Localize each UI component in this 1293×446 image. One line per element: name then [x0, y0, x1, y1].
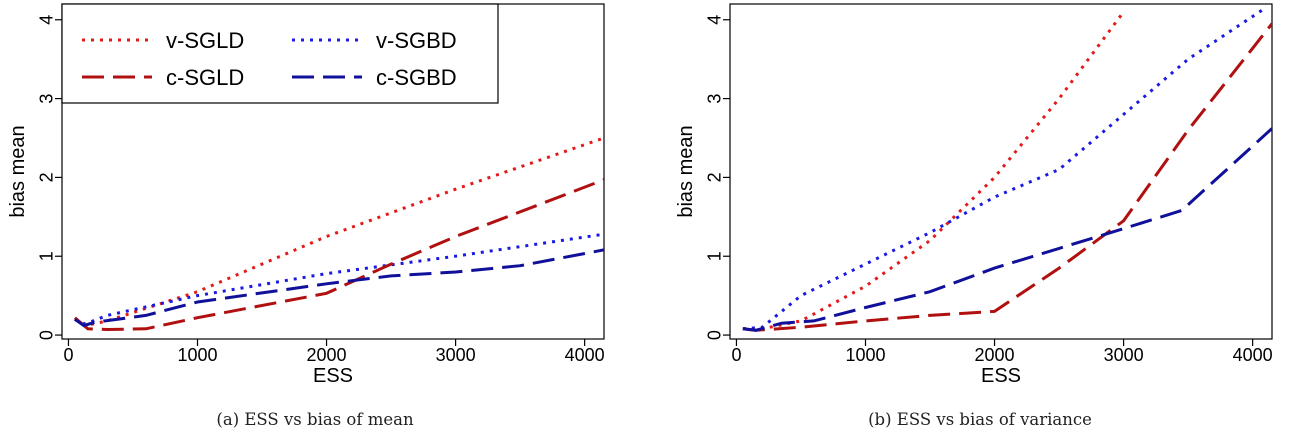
x-tick-label-b-0: 0 [731, 345, 741, 365]
series-line-v-sgbd-a [74, 232, 604, 326]
y-axis-label-b: bias mean [675, 125, 697, 217]
y-axis-label-a: bias mean [7, 125, 29, 217]
series-line-c-sgbd-b [742, 127, 1272, 332]
caption-a: (a) ESS vs bias of mean [216, 410, 414, 429]
legend-a: v-SGLD v-SGBD c-SGLD c-SGBD [61, 3, 499, 104]
chart-a: 0 1000 2000 3000 4000 0 1 2 3 4 ESS bias mean v-SGLD… [7, 3, 605, 387]
x-tick-label-a-4: 4000 [565, 345, 605, 365]
series-line-v-sgld-b [742, 11, 1125, 331]
x-tick-label-a-0: 0 [63, 345, 73, 365]
series-line-v-sgbd-b [742, 6, 1267, 331]
y-tick-label-a-2: 2 [37, 172, 57, 182]
chart-panel-b: 0 1000 2000 3000 4000 0 1 2 3 4 ESS bias mean [668, 0, 1288, 405]
x-tick-label-a-2: 2000 [307, 345, 347, 365]
y-tick-label-b-1: 1 [705, 251, 725, 261]
legend-label-c-sgbd: c-SGBD [376, 65, 457, 90]
x-axis-label-a: ESS [313, 365, 353, 387]
chart-panel-a: 0 1000 2000 3000 4000 0 1 2 3 4 ESS bias mean v-SGLD… [0, 0, 620, 405]
y-tick-label-a-3: 3 [37, 94, 57, 104]
series-line-c-sgbd-a [74, 248, 604, 328]
legend-label-v-sgld: v-SGLD [166, 28, 244, 53]
plot-frame-b [729, 3, 1273, 340]
x-axis-label-b: ESS [981, 365, 1021, 387]
x-tick-label-a-3: 3000 [436, 345, 476, 365]
series-line-c-sgld-b [742, 22, 1272, 332]
x-tick-label-b-1: 1000 [845, 345, 885, 365]
x-tick-label-a-1: 1000 [177, 345, 217, 365]
y-tick-label-a-0: 0 [37, 330, 57, 340]
series-line-c-sgld-a [73, 178, 604, 332]
legend-label-v-sgbd: v-SGBD [376, 28, 457, 53]
legend-box-a [61, 3, 499, 104]
y-tick-label-b-0: 0 [705, 330, 725, 340]
legend-label-c-sgld: c-SGLD [166, 65, 244, 90]
y-tick-label-b-4: 4 [705, 15, 725, 25]
y-tick-label-a-1: 1 [37, 251, 57, 261]
y-tick-label-a-4: 4 [37, 15, 57, 25]
y-tick-label-b-2: 2 [705, 172, 725, 182]
x-tick-label-b-2: 2000 [975, 345, 1015, 365]
y-tick-label-b-3: 3 [705, 94, 725, 104]
chart-b: 0 1000 2000 3000 4000 0 1 2 3 4 ESS bias mean [675, 3, 1273, 387]
x-tick-label-b-4: 4000 [1233, 345, 1273, 365]
caption-b: (b) ESS vs bias of variance [868, 410, 1092, 429]
series-line-v-sgld-a [74, 136, 604, 328]
x-tick-label-b-3: 3000 [1104, 345, 1144, 365]
